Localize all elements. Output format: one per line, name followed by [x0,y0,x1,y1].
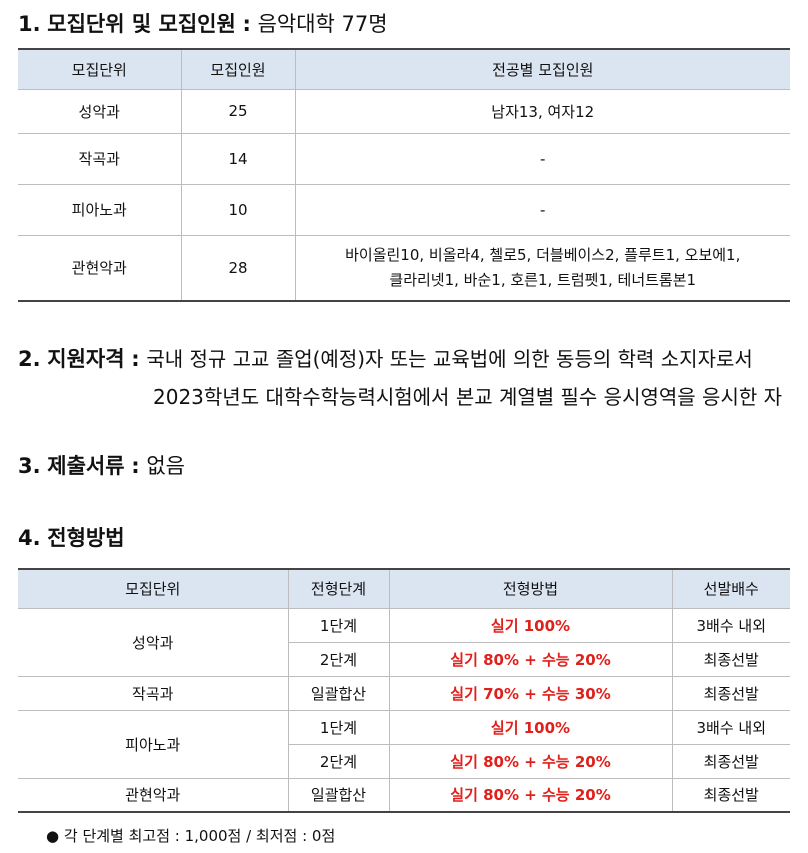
ratio-cell: 최종선발 [671,675,790,711]
unit-cell: 피아노과 [18,183,181,236]
detail-cell: 바이올린10, 비올라4, 첼로5, 더블베이스2, 플루트1, 오보에1, 클… [294,234,790,302]
count-cell: 28 [180,234,295,302]
unit-cell: 성악과 [18,88,181,134]
table-row: 관현악과 28 바이올린10, 비올라4, 첼로5, 더블베이스2, 플루트1,… [18,234,790,302]
selection-table: 모집단위 전형단계 전형방법 선발배수 성악과 1단계 실기 100% 3배수 … [18,568,790,813]
score-note-text: 각 단계별 최고점 : 1,000점 / 최저점 : 0점 [63,827,336,845]
section3-heading: 3. 제출서류 : 없음 [18,450,185,480]
section1-number: 1. [18,12,41,36]
method-cell: 실기 70% + 수능 30% [388,675,672,711]
detail-cell: 남자13, 여자12 [294,88,790,134]
quota-table: 모집단위 모집인원 전공별 모집인원 성악과 25 남자13, 여자12 작곡과… [18,48,790,302]
unit-cell: 작곡과 [18,675,288,711]
method-cell: 실기 100% [388,709,672,745]
section4-heading: 4. 전형방법 [18,522,125,552]
stage-cell: 일괄합산 [287,777,389,813]
table-row: 작곡과 일괄합산 실기 70% + 수능 30% 최종선발 [18,675,790,711]
selection-header-unit: 모집단위 [18,568,288,609]
section2-colon: : [131,347,140,371]
count-cell: 25 [180,88,295,134]
unit-cell: 피아노과 [18,709,288,779]
section2-line1: 국내 정규 고교 졸업(예정)자 또는 교육법에 의한 동등의 학력 소지자로서 [146,347,753,371]
stage-cell: 일괄합산 [287,675,389,711]
detail-cell: - [294,183,790,236]
detail-cell: - [294,132,790,185]
table-row: 피아노과 10 - [18,183,790,236]
quota-header-count: 모집인원 [180,48,295,90]
stage-cell: 2단계 [287,641,389,677]
table-row: 작곡과 14 - [18,132,790,185]
ratio-cell: 최종선발 [671,641,790,677]
selection-header-method: 전형방법 [388,568,672,609]
selection-header-stage: 전형단계 [287,568,389,609]
unit-cell: 관현악과 [18,234,181,302]
ratio-cell: 3배수 내외 [671,709,790,745]
bullet-icon: ● [46,827,60,845]
section4-title: 전형방법 [47,526,125,550]
section1-heading: 1. 모집단위 및 모집인원 : 음악대학 77명 [18,8,388,38]
section3-value: 없음 [146,454,185,478]
section2-number: 2. [18,347,41,371]
method-cell: 실기 80% + 수능 20% [388,641,672,677]
unit-cell: 성악과 [18,607,288,677]
section1-title: 모집단위 및 모집인원 [47,12,236,36]
count-cell: 10 [180,183,295,236]
table-row: 2단계 실기 80% + 수능 20% 최종선발 [18,641,790,677]
detail-line: 클라리넷1, 바순1, 호른1, 트럼펫1, 테너트롬본1 [389,270,697,289]
ratio-cell: 최종선발 [671,743,790,779]
unit-cell: 작곡과 [18,132,181,185]
quota-header-unit: 모집단위 [18,48,181,90]
quota-table-header: 모집단위 모집인원 전공별 모집인원 [18,48,790,90]
section2-line2: 2023학년도 대학수학능력시험에서 본교 계열별 필수 응시영역을 응시한 자 [153,385,782,409]
stage-cell: 1단계 [287,709,389,745]
stage-cell: 2단계 [287,743,389,779]
detail-line: 바이올린10, 비올라4, 첼로5, 더블베이스2, 플루트1, 오보에1, [345,245,741,264]
selection-table-header: 모집단위 전형단계 전형방법 선발배수 [18,568,790,609]
section1-value: 음악대학 77명 [257,12,388,36]
table-row: 성악과 1단계 실기 100% 3배수 내외 [18,607,790,677]
section1-colon: : [242,12,251,36]
section2-title: 지원자격 [47,347,125,371]
method-cell: 실기 80% + 수능 20% [388,777,672,813]
table-row: 성악과 25 남자13, 여자12 [18,88,790,134]
stage-cell: 1단계 [287,607,389,643]
selection-header-ratio: 선발배수 [671,568,790,609]
section2: 2. 지원자격 : 국내 정규 고교 졸업(예정)자 또는 교육법에 의한 동등… [18,340,782,416]
table-row: 관현악과 일괄합산 실기 80% + 수능 20% 최종선발 [18,777,790,813]
ratio-cell: 최종선발 [671,777,790,813]
quota-header-detail: 전공별 모집인원 [294,48,790,90]
ratio-cell: 3배수 내외 [671,607,790,643]
section3-colon: : [131,454,140,478]
method-cell: 실기 80% + 수능 20% [388,743,672,779]
unit-cell: 관현악과 [18,777,288,813]
section3-title: 제출서류 [47,454,125,478]
method-cell: 실기 100% [388,607,672,643]
score-note: ● 각 단계별 최고점 : 1,000점 / 최저점 : 0점 [46,825,335,846]
count-cell: 14 [180,132,295,185]
section3-number: 3. [18,454,41,478]
section4-number: 4. [18,526,41,550]
table-row: 피아노과 1단계 실기 100% 3배수 내외 [18,709,790,779]
